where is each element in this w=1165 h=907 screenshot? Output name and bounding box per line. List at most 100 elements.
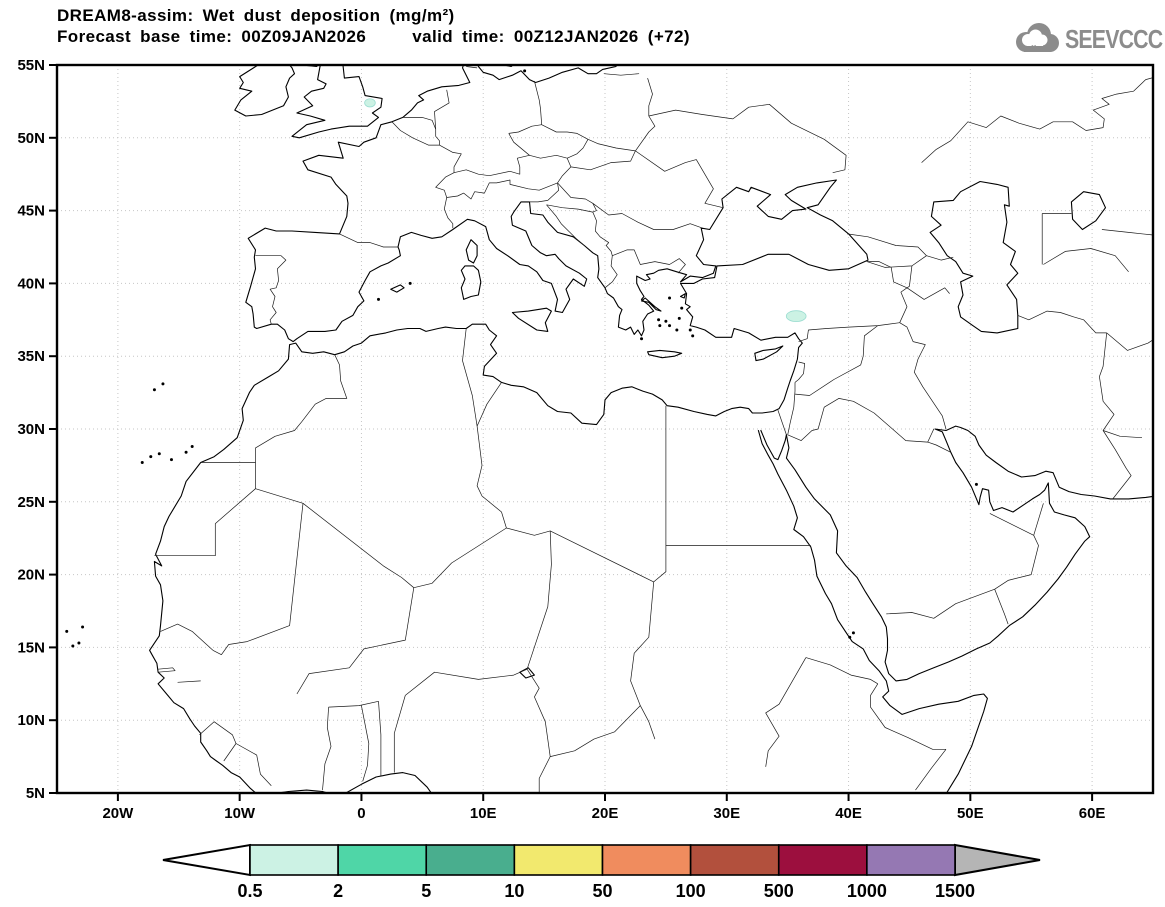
island-dot	[184, 450, 188, 454]
island-dot	[81, 625, 85, 629]
island-dot	[65, 629, 69, 633]
island-dot	[658, 324, 662, 328]
country-border	[453, 154, 572, 184]
country-border	[526, 530, 552, 670]
island-dot	[161, 382, 165, 386]
colorbar-over-arrow	[954, 843, 1041, 877]
island-dot	[691, 334, 695, 338]
country-border	[158, 667, 176, 673]
island-dot	[640, 337, 644, 341]
country-border	[1102, 430, 1143, 439]
y-tick-label: 30N	[17, 421, 45, 438]
country-border	[899, 322, 947, 430]
coastline-island	[503, 65, 514, 68]
coastline	[519, 56, 537, 60]
coastline	[785, 425, 1153, 682]
x-tick-label: 40E	[835, 805, 862, 822]
colorbar-under-arrow	[162, 843, 251, 877]
colorbar-segment	[689, 844, 780, 876]
logo-text: SEEVCCC	[1065, 23, 1163, 54]
country-border	[508, 133, 530, 156]
coastline	[301, 65, 320, 68]
island-dot	[523, 69, 527, 73]
island-dot	[376, 297, 380, 301]
island-dot	[157, 452, 161, 456]
island-dot	[680, 306, 684, 310]
island-dot	[408, 281, 412, 285]
forecast-base-time: Forecast base time: 00Z09JAN2026	[57, 27, 367, 46]
colorbar-segment	[425, 844, 516, 876]
colorbar-label: 50	[592, 881, 612, 901]
valid-time: valid time: 00Z12JAN2026 (+72)	[412, 27, 690, 46]
country-border	[567, 139, 589, 159]
country-border	[391, 121, 462, 229]
country-border	[462, 328, 478, 427]
country-border	[765, 657, 807, 767]
coastline-island	[519, 667, 535, 679]
coastline	[234, 65, 296, 117]
island-dot	[190, 444, 194, 448]
country-border	[870, 683, 946, 750]
coastline-island	[460, 265, 482, 300]
island-dot	[169, 458, 173, 462]
island-dot	[664, 319, 668, 323]
y-tick-label: 45N	[17, 203, 45, 220]
country-border	[402, 117, 440, 146]
deposition-areas	[364, 98, 807, 323]
country-border	[630, 581, 656, 740]
colorbar-segment	[866, 844, 956, 876]
country-border	[466, 66, 478, 69]
country-border	[1043, 248, 1129, 273]
y-tick-label: 40N	[17, 275, 45, 292]
colorbar-label: 500	[764, 881, 794, 901]
country-border	[866, 255, 927, 268]
x-tick-label: 20E	[592, 805, 619, 822]
x-tick-label: 10E	[470, 805, 497, 822]
y-tick-label: 50N	[17, 130, 45, 147]
country-borders	[154, 66, 1153, 793]
island-dot	[149, 455, 153, 459]
country-border	[255, 255, 287, 325]
small-islands	[65, 65, 978, 648]
country-border	[405, 668, 528, 696]
x-tick-label: 60E	[1079, 805, 1106, 822]
colorbar-label: 2	[333, 881, 343, 901]
country-border	[612, 249, 686, 274]
x-tick-label: 0	[357, 805, 365, 822]
colorbar-segment	[249, 844, 339, 876]
colorbar-segment	[337, 844, 428, 876]
country-border	[787, 382, 796, 435]
coastline-island	[754, 345, 784, 362]
plot-title: DREAM8-assim: Wet dust deposition (mg/m²…	[57, 6, 455, 25]
country-border	[339, 233, 398, 248]
country-border	[212, 503, 304, 656]
country-border	[154, 488, 256, 557]
island-dot	[71, 644, 75, 648]
island-dot	[677, 316, 681, 320]
island-dot	[668, 324, 672, 328]
coastline-island	[640, 297, 662, 312]
plot-subtitle: Forecast base time: 00Z09JAN2026 valid t…	[57, 26, 690, 47]
coastline	[302, 65, 471, 235]
colorbar-label: 5	[421, 881, 431, 901]
colorbar: 0.5 2 5 10 50 100 500 1000 1500	[162, 843, 1041, 901]
colorbar-label: 1500	[935, 881, 975, 901]
colorbar-label: 10	[504, 881, 524, 901]
coastlines	[149, 56, 1153, 793]
country-border	[255, 354, 348, 463]
coastline	[757, 429, 988, 793]
country-border	[570, 150, 636, 171]
colorbar-segment	[513, 844, 604, 876]
island-dot	[688, 328, 692, 332]
country-border	[177, 680, 201, 683]
y-tick-label: 10N	[17, 712, 45, 729]
country-border	[794, 361, 806, 383]
deposition-area	[785, 310, 807, 323]
country-border	[787, 398, 951, 453]
y-tick-label: 5N	[26, 785, 45, 802]
country-border	[546, 204, 593, 213]
island-dot	[848, 635, 852, 639]
colorbar-label: 1000	[847, 881, 887, 901]
coastline	[245, 227, 401, 343]
